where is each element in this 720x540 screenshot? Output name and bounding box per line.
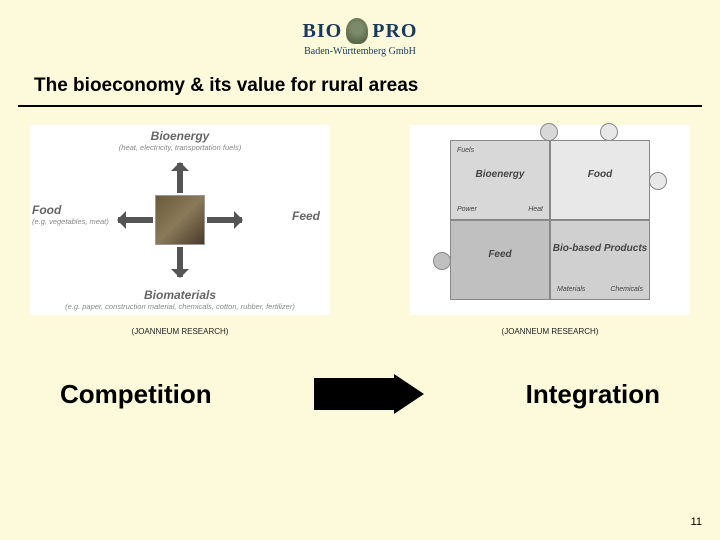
puzzle-piece-tr: Food [550,140,650,220]
piece-br-br: Chemicals [610,286,643,293]
cross-bottom-sub: (e.g. paper, construction material, chem… [30,302,330,311]
credit-right: (JOANNEUM RESEARCH) [410,327,690,336]
credits-row: (JOANNEUM RESEARCH) (JOANNEUM RESEARCH) [0,321,720,336]
logo-subline: Baden-Württemberg GmbH [303,46,418,57]
logo-area: BIO PRO Baden-Württemberg GmbH [0,0,720,59]
piece-tl-br: Heat [528,206,543,213]
piece-tr-main: Food [551,169,649,180]
integration-diagram: Fuels Bioenergy Power Heat Food Feed Bio… [410,125,690,315]
cross-bottom-label: Biomaterials [144,288,216,302]
piece-tl-tl: Fuels [457,147,474,154]
big-arrow-icon [314,374,424,414]
page-title: The bioeconomy & its value for rural are… [0,59,720,105]
cross-top-label: Bioenergy [151,129,210,143]
logo-glyph-icon [346,18,368,44]
label-competition: Competition [60,379,212,410]
label-integration: Integration [526,379,660,410]
piece-tl-main: Bioenergy [451,169,549,180]
puzzle-piece-br: Bio-based Products Materials Chemicals [550,220,650,300]
diagrams-row: Bioenergy (heat, electricity, transporta… [0,107,720,315]
arrow-right-icon [207,217,242,223]
piece-br-main: Bio-based Products [551,243,649,254]
piece-br-bl: Materials [557,286,585,293]
cross-top-sub: (heat, electricity, transportation fuels… [30,143,330,152]
arrow-up-icon [177,163,183,193]
arrow-down-icon [177,247,183,277]
arrow-left-icon [118,217,153,223]
cross-left-label: Food [32,203,61,217]
credit-left: (JOANNEUM RESEARCH) [30,327,330,336]
puzzle-piece-bl: Feed [450,220,550,300]
piece-tl-bl: Power [457,206,477,213]
competition-diagram: Bioenergy (heat, electricity, transporta… [30,125,330,315]
page-number: 11 [691,516,702,528]
logo-text-right: PRO [372,20,417,43]
puzzle-piece-tl: Fuels Bioenergy Power Heat [450,140,550,220]
bottom-row: Competition Integration [0,336,720,414]
cross-center-image [155,195,205,245]
logo-text-left: BIO [303,20,343,43]
logo: BIO PRO Baden-Württemberg GmbH [303,18,418,57]
cross-left-sub: (e.g. vegetables, meat) [32,217,112,226]
cross-right-label: Feed [292,209,320,223]
piece-bl-main: Feed [451,249,549,260]
